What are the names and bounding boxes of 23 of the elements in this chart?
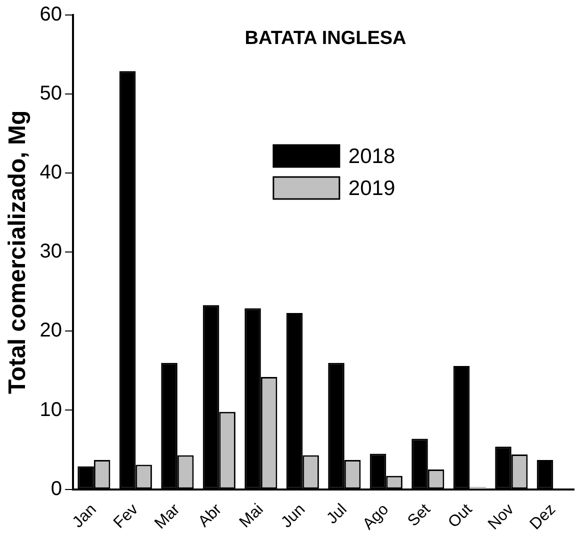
y-tick-label: 20 (40, 320, 62, 342)
x-tick-label: Mai (236, 501, 267, 532)
y-tick-label: 60 (40, 4, 62, 26)
legend-label: 2019 (348, 176, 396, 200)
x-tick-label: Dez (526, 501, 560, 534)
x-tick-label: Ago (360, 500, 392, 534)
text: BATATA INGLESA (244, 28, 407, 50)
x-tick-label: Fev (110, 501, 142, 532)
x-tick-label: Set (404, 500, 434, 530)
y-tick-label: 10 (40, 398, 62, 421)
legend-label: 2018 (348, 144, 396, 168)
y-tick-label: 30 (40, 240, 62, 263)
x-tick-label: Abr (195, 500, 226, 531)
x-tick-label: Nov (485, 501, 518, 534)
x-tick-label: Jul (324, 501, 350, 528)
y-tick-label: 50 (40, 82, 62, 105)
x-tick-label: Jan (70, 501, 100, 532)
x-tick-label: Out (445, 500, 476, 532)
x-tick-label: Mar (152, 500, 184, 533)
x-tick-label: Jun (278, 501, 309, 532)
y-tick-label: 0 (50, 478, 62, 500)
y-tick-label: 40 (40, 162, 62, 184)
y-axis-title: Total comercializado, Mg (4, 110, 32, 394)
